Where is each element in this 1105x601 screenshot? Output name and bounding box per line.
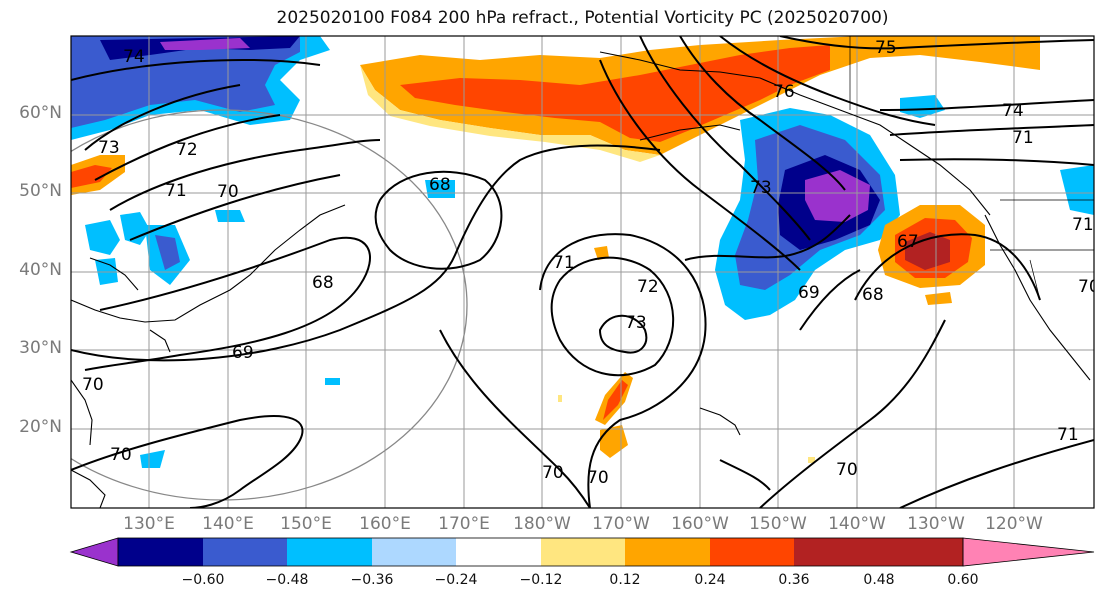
lon-label: 170°W xyxy=(592,514,650,534)
contour-label: 74 xyxy=(1002,101,1024,121)
contour-label: 71 xyxy=(1012,128,1034,148)
colorbar-tick: 0.48 xyxy=(863,572,895,588)
colorbar-extend-left xyxy=(69,537,119,567)
contour-label: 73 xyxy=(750,178,772,198)
lon-label: 170°E xyxy=(438,514,490,534)
colorbar xyxy=(69,537,1095,567)
colorbar-segment xyxy=(456,538,541,566)
contour-label: 68 xyxy=(312,273,334,293)
colorbar-segment xyxy=(203,538,287,566)
map-frame xyxy=(70,35,1095,509)
colorbar-tick: 0.60 xyxy=(947,572,979,588)
colorbar-tick: −0.12 xyxy=(519,572,563,588)
contour-labels: 74 73 72 71 70 68 68 69 70 70 71 72 73 7… xyxy=(82,38,1100,488)
contour-label: 67 xyxy=(897,232,919,252)
colorbar-tick: 0.24 xyxy=(694,572,726,588)
lon-label: 130°E xyxy=(123,514,175,534)
colorbar-segment xyxy=(118,538,203,566)
colorbar-tick: −0.24 xyxy=(434,572,478,588)
colorbar-segment xyxy=(625,538,710,566)
contour-label: 68 xyxy=(862,285,884,305)
lon-label: 120°W xyxy=(985,514,1043,534)
colorbar-extend-right xyxy=(963,538,1094,566)
colorbar-tick: −0.48 xyxy=(265,572,309,588)
contour-label: 71 xyxy=(165,181,187,201)
contour-label: 69 xyxy=(798,283,820,303)
colorbar-tick: 0.36 xyxy=(778,572,810,588)
lon-label: 160°E xyxy=(359,514,411,534)
lon-label: 140°W xyxy=(828,514,886,534)
contour-label: 70 xyxy=(1078,277,1100,297)
contour-label: 71 xyxy=(1057,425,1079,445)
contours xyxy=(71,36,1094,508)
contour-label: 75 xyxy=(875,38,897,58)
lat-label: 60°N xyxy=(19,103,62,123)
contour-label: 70 xyxy=(542,463,564,483)
lat-label: 20°N xyxy=(19,417,62,437)
colorbar-segment xyxy=(541,538,625,566)
map-panel: 74 73 72 71 70 68 68 69 70 70 71 72 73 7… xyxy=(71,36,1100,508)
contour-label: 69 xyxy=(232,343,254,363)
colorbar-segment xyxy=(794,538,879,566)
colorbar-segment xyxy=(879,538,963,566)
lon-label: 180°W xyxy=(513,514,571,534)
contour-label: 71 xyxy=(553,253,575,273)
lon-label: 140°E xyxy=(202,514,254,534)
lat-label: 50°N xyxy=(19,181,62,201)
contour-label: 72 xyxy=(637,277,659,297)
contour-label: 70 xyxy=(217,182,239,202)
colorbar-tick: −0.60 xyxy=(181,572,225,588)
colorbar-segment xyxy=(287,538,372,566)
contour-label: 70 xyxy=(587,468,609,488)
lon-label: 150°E xyxy=(280,514,332,534)
contour-label: 71 xyxy=(1072,215,1094,235)
contour-label: 74 xyxy=(123,47,145,67)
contour-label: 73 xyxy=(625,313,647,333)
colorbar-segment xyxy=(710,538,794,566)
gridlines xyxy=(71,36,1094,508)
contour-label: 70 xyxy=(82,375,104,395)
colorbar-segment xyxy=(372,538,456,566)
lon-label: 160°W xyxy=(671,514,729,534)
colorbar-tick: 0.12 xyxy=(609,572,641,588)
contour-label: 70 xyxy=(836,460,858,480)
negative-pv-shading xyxy=(71,36,1094,468)
lon-label: 130°W xyxy=(907,514,965,534)
lat-label: 40°N xyxy=(19,260,62,280)
contour-label: 73 xyxy=(98,138,120,158)
lat-label: 30°N xyxy=(19,338,62,358)
contour-label: 70 xyxy=(110,445,132,465)
contour-label: 68 xyxy=(429,175,451,195)
contour-label: 72 xyxy=(176,140,198,160)
contour-label: 76 xyxy=(773,82,795,102)
colorbar-tick: −0.36 xyxy=(350,572,394,588)
lon-label: 150°W xyxy=(749,514,807,534)
map-title: 2025020100 F084 200 hPa refract., Potent… xyxy=(276,8,889,28)
